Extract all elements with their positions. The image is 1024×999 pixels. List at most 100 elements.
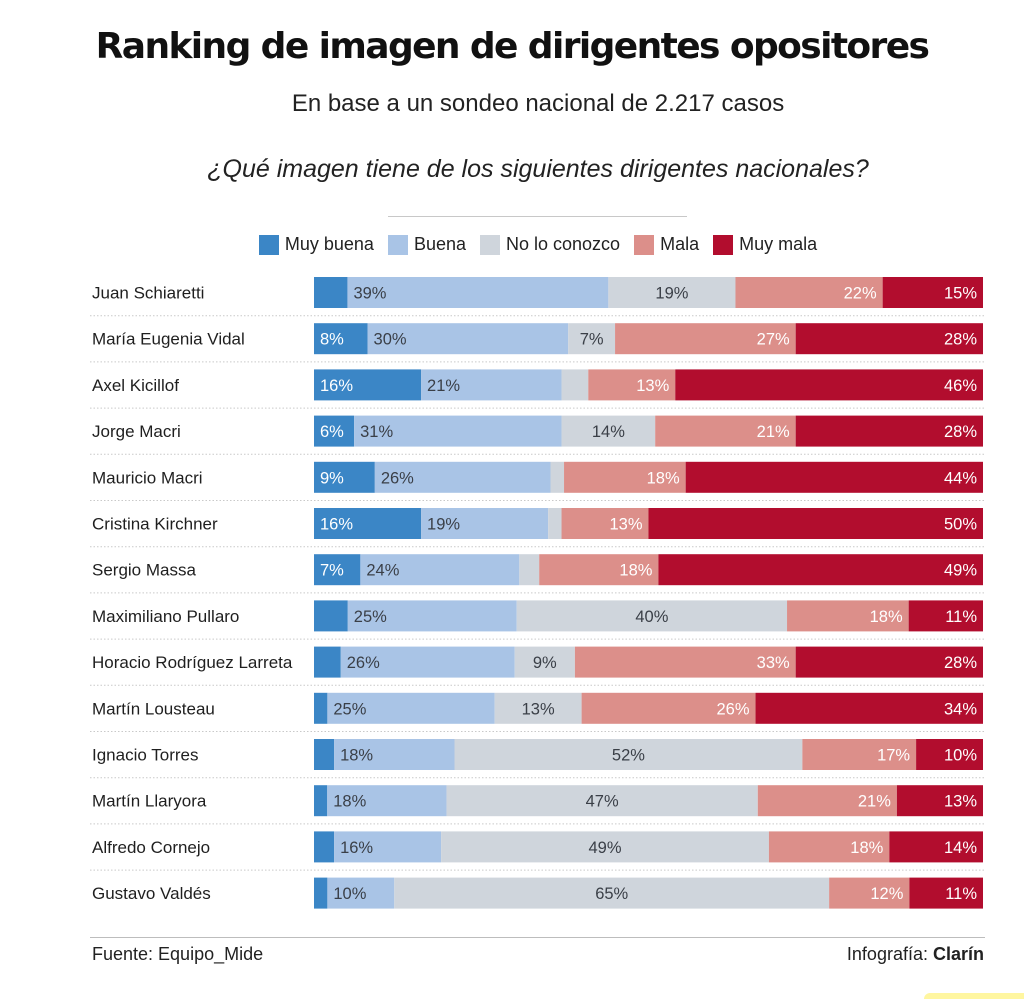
data-label-axel-kicillof-muy-buena: 16% <box>320 377 353 395</box>
bar-axel-kicillof-mala <box>588 369 676 401</box>
data-label-cristina-kirchner-muy-buena: 16% <box>320 516 353 534</box>
bar-sergio-massa-buena <box>360 554 520 586</box>
legend-label-buena: Buena <box>413 234 466 254</box>
category-label-mauricio-macri: Mauricio Macri <box>92 468 203 487</box>
data-label-cristina-kirchner-mala: 13% <box>609 516 642 534</box>
bar-axel-kicillof-buena <box>421 369 562 401</box>
data-label-horacio-rodriguez-larreta-no-lo-conozco: 9% <box>533 654 557 672</box>
data-label-ignacio-torres-no-lo-conozco: 52% <box>612 747 645 765</box>
legend-label-muy-buena: Muy buena <box>284 234 374 254</box>
bar-jorge-macri-mala <box>655 415 796 447</box>
data-label-gustavo-valdes-mala: 12% <box>870 885 903 903</box>
data-label-mauricio-macri-mala: 18% <box>647 469 680 487</box>
data-label-gustavo-valdes-buena: 10% <box>333 885 366 903</box>
bar-alfredo-cornejo-buena <box>334 831 442 863</box>
data-label-maximiliano-pullaro-no-lo-conozco: 40% <box>635 608 668 626</box>
bar-gustavo-valdes-muy-buena <box>314 877 328 909</box>
data-label-horacio-rodriguez-larreta-mala: 33% <box>757 654 790 672</box>
data-label-maximiliano-pullaro-mala: 18% <box>870 608 903 626</box>
bar-cristina-kirchner-buena <box>421 508 549 539</box>
data-label-cristina-kirchner-buena: 19% <box>427 516 460 534</box>
bar-mauricio-macri-muy-buena <box>314 461 375 493</box>
bar-gustavo-valdes-no-lo-conozco <box>394 877 830 909</box>
bar-horacio-rodriguez-larreta-mala <box>574 646 796 678</box>
data-label-gustavo-valdes-muy-mala: 11% <box>945 885 977 903</box>
bar-gustavo-valdes-mala <box>829 877 910 909</box>
category-label-cristina-kirchner: Cristina Kirchner <box>92 515 218 534</box>
legend-item-mala: Mala <box>634 234 699 255</box>
data-label-sergio-massa-mala: 18% <box>619 562 652 580</box>
bar-ignacio-torres-muy-buena <box>314 739 335 770</box>
category-label-sergio-massa: Sergio Massa <box>92 561 196 580</box>
chart-title: Ranking de imagen de dirigentes opositor… <box>95 26 930 67</box>
bar-horacio-rodriguez-larreta-muy-buena <box>314 646 341 678</box>
data-label-martin-llaryora-buena: 18% <box>333 793 366 811</box>
data-label-jorge-macri-muy-buena: 6% <box>320 423 344 441</box>
bar-alfredo-cornejo-no-lo-conozco <box>441 831 769 863</box>
bar-mauricio-macri-muy-mala <box>685 461 983 493</box>
data-label-jorge-macri-mala: 21% <box>757 423 790 441</box>
bar-martin-lousteau-mala <box>581 692 756 724</box>
data-label-maria-eugenia-vidal-muy-mala: 28% <box>944 331 977 349</box>
bar-sergio-massa-mala <box>539 554 659 586</box>
data-label-maria-eugenia-vidal-no-lo-conozco: 7% <box>580 331 604 349</box>
data-label-juan-schiaretti-mala: 22% <box>844 285 877 303</box>
data-label-maximiliano-pullaro-buena: 25% <box>354 608 387 626</box>
data-label-juan-schiaretti-no-lo-conozco: 19% <box>655 285 688 303</box>
data-label-martin-lousteau-muy-mala: 34% <box>944 700 977 718</box>
bar-cristina-kirchner-muy-mala <box>648 508 983 539</box>
footer-divider <box>90 937 985 938</box>
data-label-ignacio-torres-buena: 18% <box>340 747 373 765</box>
bar-martin-llaryora-no-lo-conozco <box>446 785 758 817</box>
legend-swatch-muy-mala <box>713 234 734 255</box>
data-label-axel-kicillof-buena: 21% <box>427 377 460 395</box>
survey-question: ¿Qué imagen tiene de los siguientes diri… <box>207 155 869 183</box>
bar-jorge-macri-muy-buena <box>314 415 355 447</box>
data-label-horacio-rodriguez-larreta-buena: 26% <box>347 654 380 672</box>
category-label-martin-llaryora: Martín Llaryora <box>92 792 207 811</box>
bar-horacio-rodriguez-larreta-no-lo-conozco <box>514 646 575 678</box>
data-label-cristina-kirchner-muy-mala: 50% <box>944 516 977 534</box>
bar-maria-eugenia-vidal-buena <box>367 323 569 355</box>
bar-martin-lousteau-no-lo-conozco <box>494 692 582 724</box>
bar-juan-schiaretti-buena <box>347 277 609 308</box>
header-divider <box>388 216 687 217</box>
category-label-martin-lousteau: Martín Lousteau <box>92 699 215 718</box>
bar-horacio-rodriguez-larreta-muy-mala <box>795 646 983 678</box>
category-label-jorge-macri: Jorge Macri <box>92 422 181 441</box>
bar-horacio-rodriguez-larreta-buena <box>340 646 515 678</box>
data-label-jorge-macri-muy-mala: 28% <box>944 423 977 441</box>
bar-maria-eugenia-vidal-muy-buena <box>314 323 368 355</box>
data-label-martin-lousteau-buena: 25% <box>333 700 366 718</box>
data-label-mauricio-macri-muy-buena: 9% <box>320 469 344 487</box>
bar-martin-llaryora-buena <box>327 785 447 817</box>
bar-martin-llaryora-mala <box>757 785 897 817</box>
bar-martin-lousteau-buena <box>327 692 495 724</box>
bar-maximiliano-pullaro-mala <box>787 600 909 632</box>
data-label-martin-llaryora-muy-mala: 13% <box>944 793 977 811</box>
legend-item-no-lo-conozco: No lo conozco <box>480 234 620 255</box>
data-label-axel-kicillof-muy-mala: 46% <box>944 377 977 395</box>
corner-decoration <box>924 993 1024 999</box>
data-label-maria-eugenia-vidal-muy-buena: 8% <box>320 331 344 349</box>
bar-juan-schiaretti-mala <box>735 277 883 308</box>
category-label-alfredo-cornejo: Alfredo Cornejo <box>92 838 210 857</box>
bar-cristina-kirchner-no-lo-conozco <box>548 508 562 539</box>
chart-subtitle: En base a un sondeo nacional de 2.217 ca… <box>291 90 785 117</box>
bar-ignacio-torres-mala <box>802 739 917 770</box>
legend-swatch-muy-buena <box>258 234 279 255</box>
data-label-martin-lousteau-no-lo-conozco: 13% <box>522 700 555 718</box>
data-label-martin-lousteau-mala: 26% <box>717 700 750 718</box>
credit-prefix: Infografía: <box>846 944 933 964</box>
bar-alfredo-cornejo-muy-buena <box>314 831 335 863</box>
data-label-maximiliano-pullaro-muy-mala: 11% <box>945 608 977 626</box>
data-label-gustavo-valdes-no-lo-conozco: 65% <box>595 885 628 903</box>
data-label-maria-eugenia-vidal-mala: 27% <box>757 331 790 349</box>
bar-martin-llaryora-muy-buena <box>314 785 328 817</box>
legend-label-mala: Mala <box>660 234 700 254</box>
data-label-martin-llaryora-no-lo-conozco: 47% <box>586 793 619 811</box>
data-label-alfredo-cornejo-muy-mala: 14% <box>944 839 977 857</box>
bar-gustavo-valdes-muy-mala <box>909 877 983 909</box>
data-label-juan-schiaretti-buena: 39% <box>353 285 386 303</box>
